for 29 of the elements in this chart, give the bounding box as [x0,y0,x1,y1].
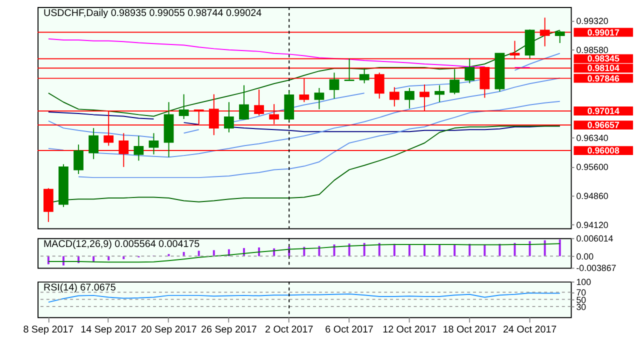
x-tick-label: 12 Oct 2017 [382,324,436,336]
y-tick-label: 0.006014 [576,234,614,244]
ref-line-label: 0.96657 [587,120,620,130]
ref-line-label: 0.98345 [587,54,620,64]
ref-line-label: 0.97846 [587,73,620,84]
x-tick-label: 14 Sep 2017 [80,324,137,336]
y-tick-label: 0.99320 [576,16,608,26]
ref-line-label: 0.97014 [587,106,620,116]
x-tick-label: 26 Sep 2017 [200,324,257,336]
ref-line-label: 0.96008 [587,145,620,156]
y-tick-label: 0.00 [576,252,594,262]
chart-title: MACD(12,26,9) 0.005564 0.004175 [43,239,200,250]
x-tick-label: 2 Oct 2017 [265,324,314,336]
chart-title: RSI(14) 67.0675 [43,282,116,294]
chart-title: USDCHF,Daily 0.98935 0.99055 0.98744 0.99024 [43,8,262,19]
y-tick-label: 0.95600 [576,162,608,172]
x-tick-label: 20 Sep 2017 [140,324,197,336]
y-tick-label: 0.96340 [576,132,608,143]
x-tick-label: 8 Sep 2017 [23,324,74,336]
y-tick-label: -0.003867 [576,263,616,274]
y-tick-label: 0.98580 [576,44,608,55]
x-tick-label: 24 Oct 2017 [502,324,557,336]
x-tick-label: 18 Oct 2017 [442,324,496,336]
x-tick-label: 6 Oct 2017 [325,324,374,336]
y-tick-label: 100 [576,277,592,288]
ref-line-label: 0.98104 [587,63,620,74]
ref-line-label: 0.99017 [587,27,620,38]
y-tick-label: 0.94860 [576,191,608,202]
y-tick-label: 0.94120 [576,220,608,230]
